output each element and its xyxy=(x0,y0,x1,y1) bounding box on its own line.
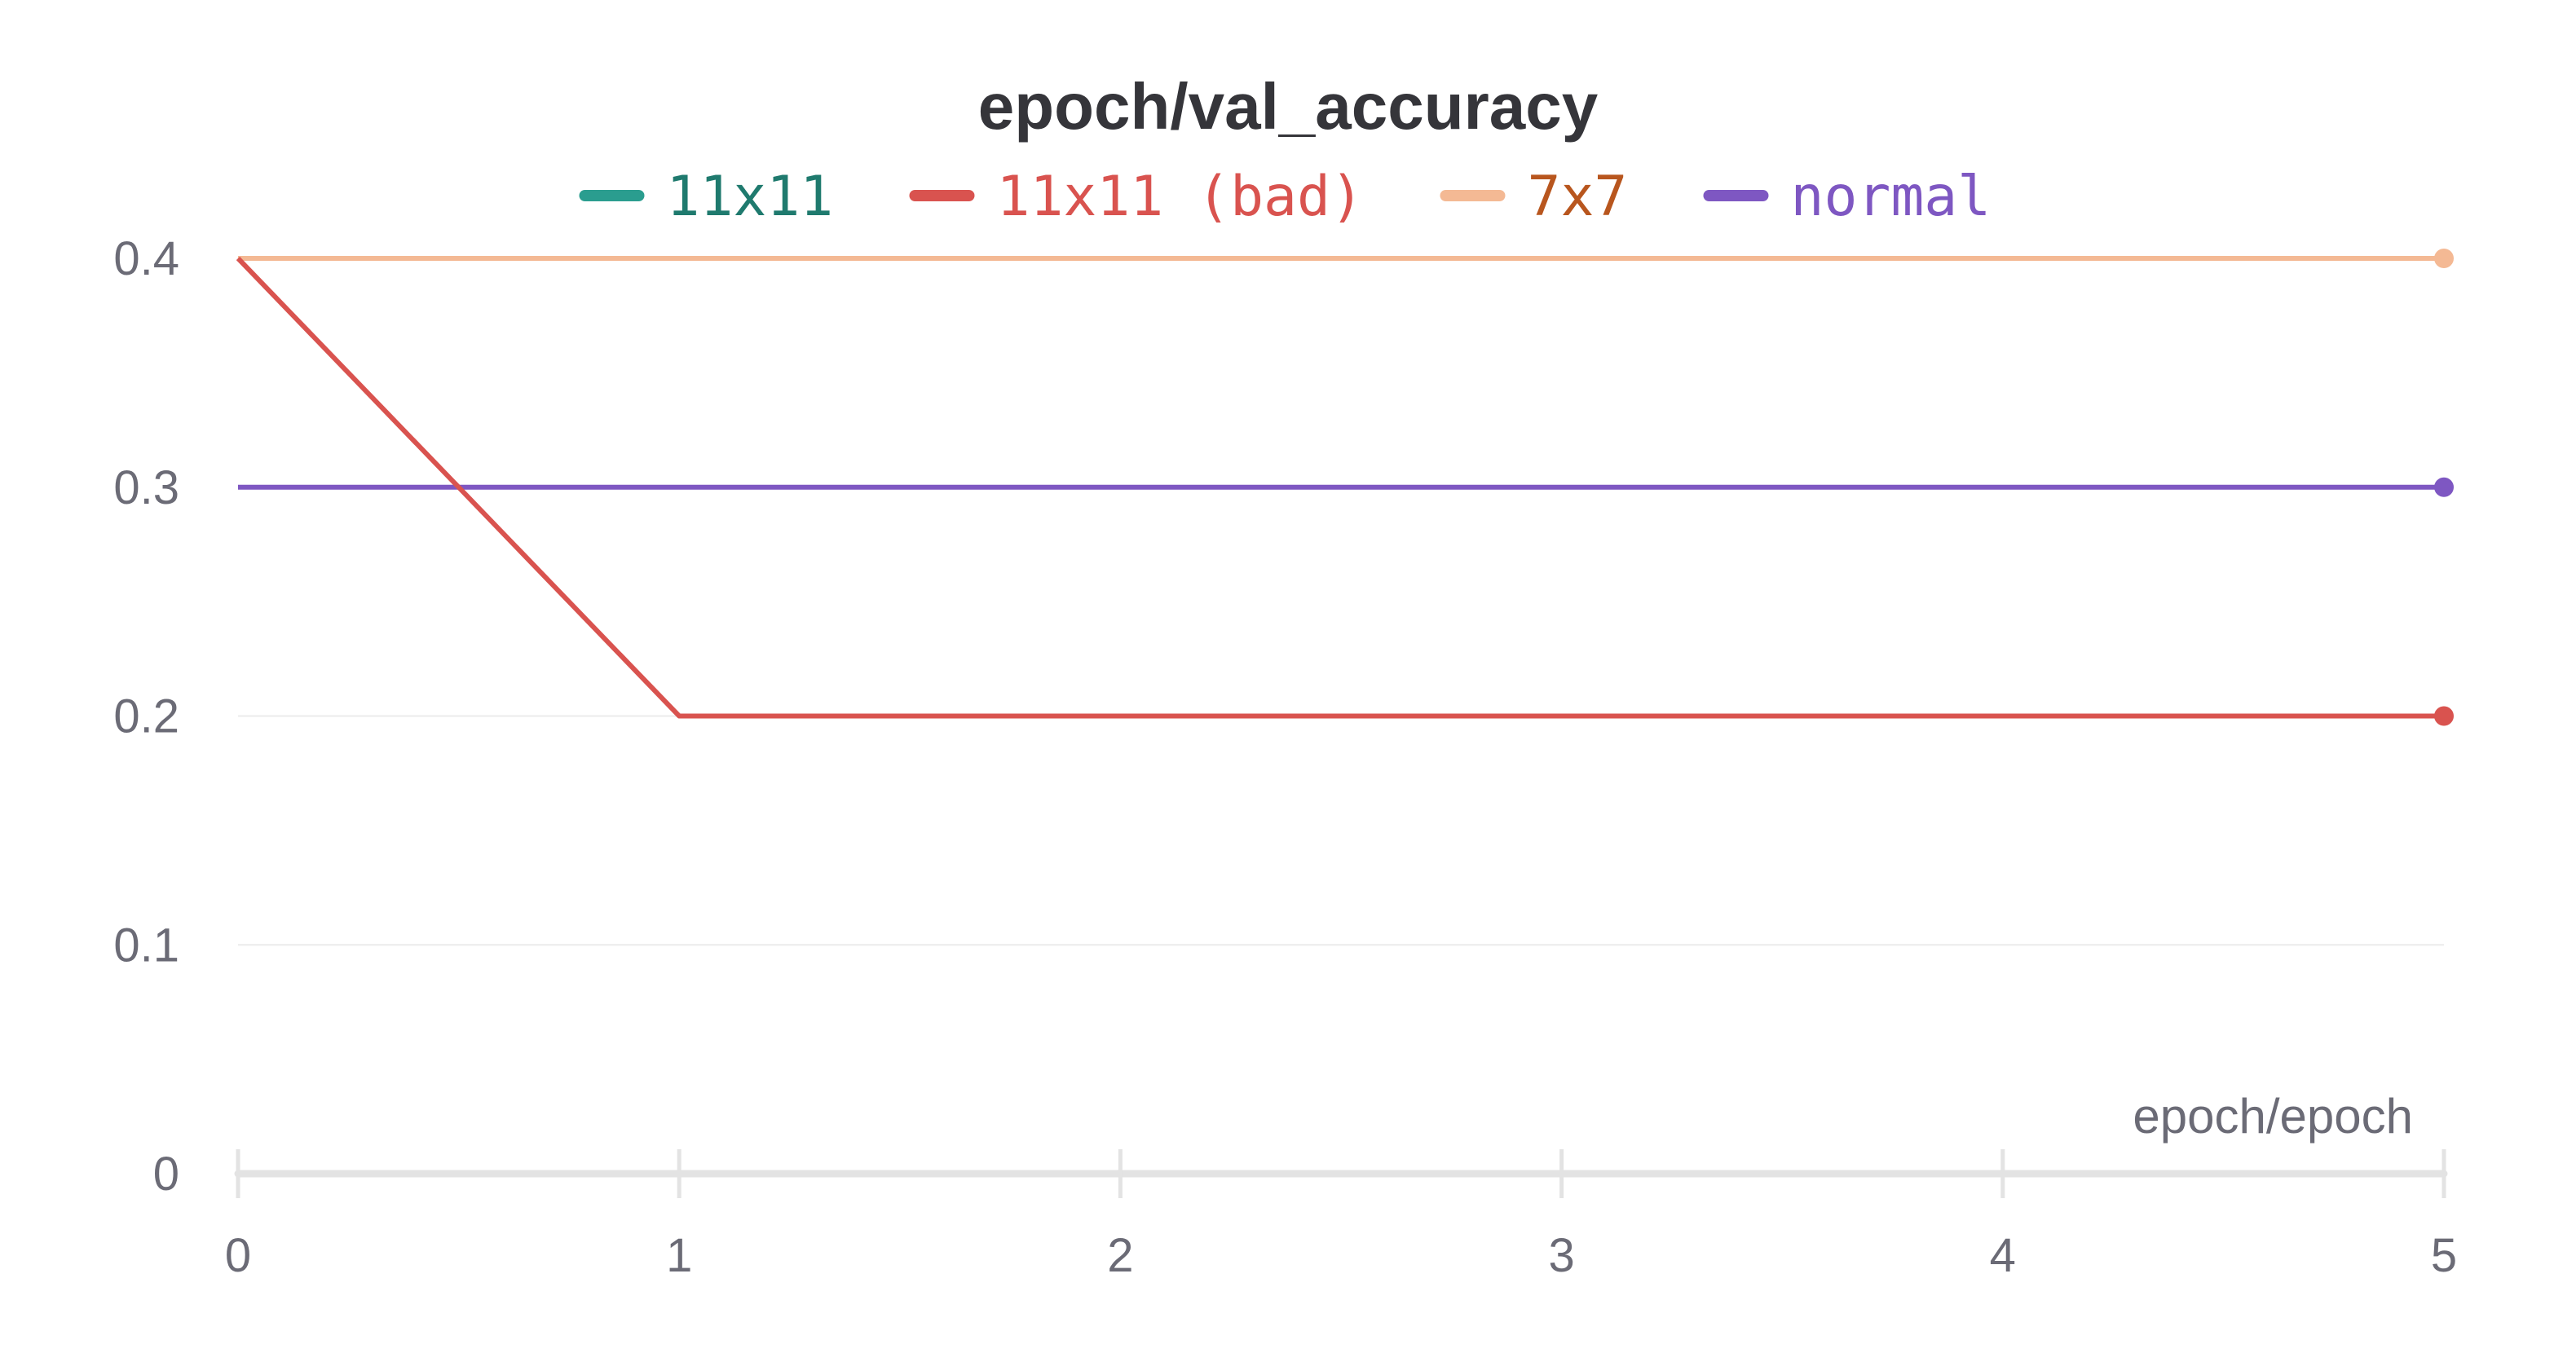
x-tick-label: 2 xyxy=(1107,1229,1133,1282)
y-tick-label: 0.2 xyxy=(113,690,179,743)
chart-title: epoch/val_accuracy xyxy=(978,70,1599,143)
x-tick-label: 0 xyxy=(225,1229,251,1282)
series-end-point xyxy=(2434,249,2454,268)
y-axis: 0 0.1 0.2 0.3 0.4 xyxy=(113,232,179,1201)
x-axis: 0 1 2 3 4 5 xyxy=(225,1149,2457,1282)
y-tick-label: 0.3 xyxy=(113,461,179,514)
legend: 11x11 11x11 (bad) 7x7 normal xyxy=(579,165,1992,229)
series-end-point xyxy=(2434,706,2454,726)
legend-label: 11x11 (bad) xyxy=(997,165,1364,229)
series-end-point xyxy=(2434,477,2454,497)
legend-label: 7x7 xyxy=(1528,165,1628,229)
legend-item: normal xyxy=(1703,165,1992,229)
x-tick-label: 3 xyxy=(1548,1229,1574,1282)
y-tick-label: 0.1 xyxy=(113,919,179,972)
x-tick-label: 1 xyxy=(666,1229,692,1282)
legend-item: 11x11 xyxy=(579,165,834,229)
y-tick-label: 0 xyxy=(153,1148,179,1201)
legend-item: 7x7 xyxy=(1440,165,1628,229)
legend-label: 11x11 xyxy=(667,165,834,229)
legend-label: normal xyxy=(1791,165,1992,229)
x-tick-label: 5 xyxy=(2431,1229,2457,1282)
x-tick-label: 4 xyxy=(1990,1229,2016,1282)
x-axis-label: epoch/epoch xyxy=(2133,1089,2413,1144)
y-tick-label: 0.4 xyxy=(113,232,179,285)
series-lines xyxy=(236,249,2454,726)
legend-item: 11x11 (bad) xyxy=(909,165,1364,229)
series-line xyxy=(236,256,2444,719)
